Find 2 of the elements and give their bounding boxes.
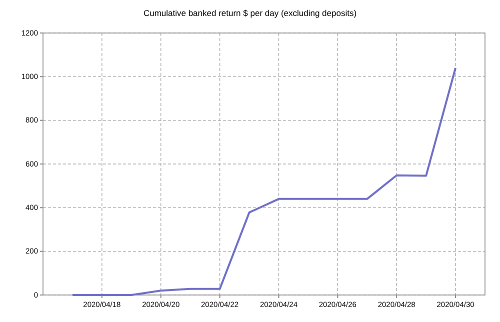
line-series: [71, 66, 457, 296]
chart-title: Cumulative banked return $ per day (excluding deposits): [143, 8, 357, 18]
